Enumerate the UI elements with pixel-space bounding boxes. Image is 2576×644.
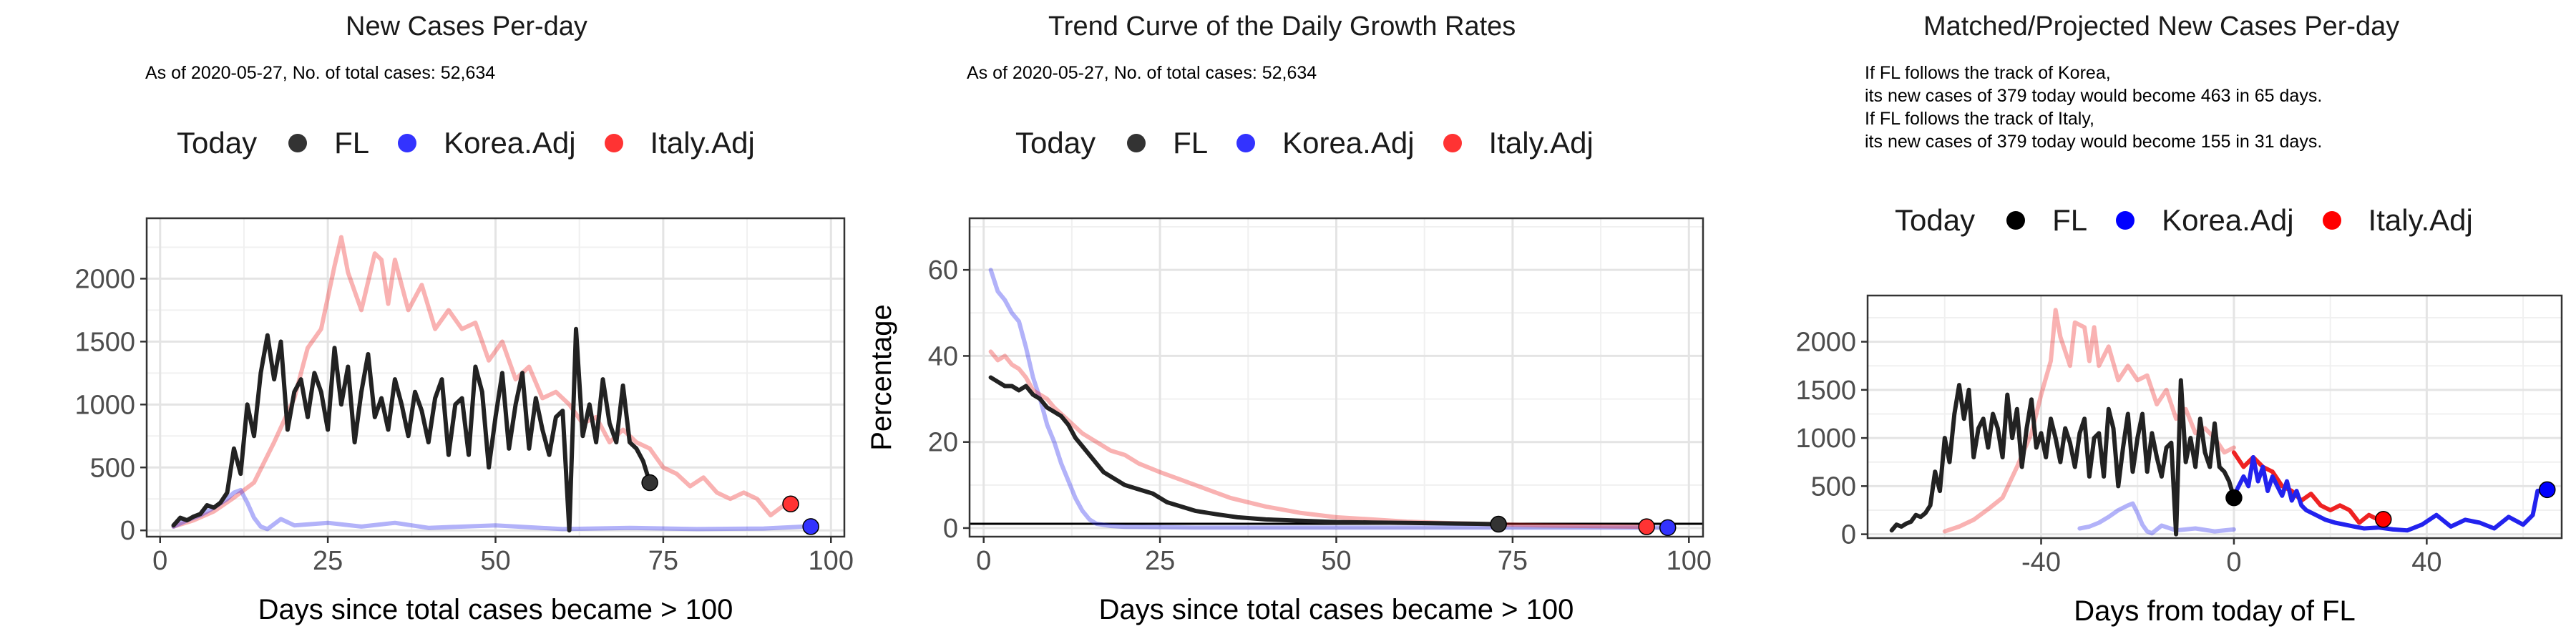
series-line-korea-adj (2231, 455, 2550, 533)
chart-title: Matched/Projected New Cases Per-day (1923, 11, 2400, 42)
y-tick-label: 20 (928, 428, 958, 458)
x-tick-label: 75 (1498, 546, 1528, 576)
legend-item-korea: Korea.Adj (1236, 126, 1415, 160)
panel-growth-rates: Trend Curve of the Daily Growth Rates As… (859, 0, 1717, 644)
legend-label-italy: Italy.Adj (2368, 203, 2473, 237)
x-tick-label: 50 (1321, 546, 1351, 576)
x-axis-label: Days from today of FL (2074, 595, 2355, 627)
chart-title: Trend Curve of the Daily Growth Rates (1048, 11, 1516, 42)
series-line-fl (171, 326, 653, 533)
x-tick-label: 0 (2226, 547, 2241, 577)
chart-title: New Cases Per-day (346, 11, 587, 42)
y-tick-label: 40 (928, 341, 958, 371)
y-tick-label: 1000 (1795, 424, 1856, 454)
x-tick-label: -40 (2021, 547, 2061, 577)
legend-label-fl: FL (334, 126, 370, 160)
x-tick-label: 100 (809, 546, 854, 576)
legend-label-korea: Korea.Adj (1282, 126, 1415, 160)
x-tick-label: 25 (1145, 546, 1175, 576)
legend-label-fl: FL (2052, 203, 2088, 237)
chart-plot: -40 0 40 0 500 1000 1500 2000 Days from today of… (1795, 294, 2563, 627)
legend-label-korea: Korea.Adj (444, 126, 576, 160)
legend-item-italy: Italy.Adj (1443, 126, 1594, 160)
y-tick-label: 0 (120, 516, 135, 546)
x-tick-label: 50 (480, 546, 510, 576)
today-point-italy-adj (2375, 511, 2392, 528)
legend: Today FL Korea.Adj Italy.Adj (1895, 203, 2502, 238)
series-line-korea-adj (988, 268, 1670, 530)
x-tick-label: 40 (2411, 547, 2441, 577)
legend-label-fl: FL (1173, 126, 1209, 160)
y-tick-label: 2000 (74, 264, 135, 294)
x-tick-label: 100 (1667, 546, 1712, 576)
series-line-italy-adj (2231, 450, 2386, 525)
chart-subtitle: As of 2020-05-27, No. of total cases: 52… (967, 63, 1317, 83)
legend-dot-korea (1236, 134, 1256, 152)
y-tick-label: 500 (1811, 472, 1856, 502)
legend-dot-italy (2322, 211, 2341, 230)
y-tick-label: 0 (1841, 520, 1856, 550)
projection-line-3: If FL follows the track of Italy, (1865, 109, 2094, 129)
x-tick-label: 0 (976, 546, 991, 576)
x-tick-label: 25 (313, 546, 343, 576)
x-axis-label: Days since total cases became > 100 (258, 594, 733, 625)
y-tick-label: 0 (943, 514, 958, 544)
today-point-fl (2225, 489, 2243, 507)
legend-item-fl: FL (1127, 126, 1208, 160)
today-point-italy-adj (1638, 518, 1655, 535)
legend-label-italy: Italy.Adj (1488, 126, 1594, 160)
legend-item-korea: Korea.Adj (398, 126, 576, 160)
x-tick-label: 75 (648, 546, 678, 576)
legend-item-fl: FL (288, 126, 369, 160)
legend-dot-fl (1127, 134, 1146, 152)
y-tick-label: 1500 (74, 327, 135, 357)
legend-dot-fl (2006, 211, 2026, 230)
chart-subtitle: As of 2020-05-27, No. of total cases: 52… (145, 63, 496, 83)
x-tick-label: 0 (152, 546, 167, 576)
panel-new-cases: New Cases Per-day As of 2020-05-27, No. … (0, 0, 859, 644)
y-tick-label: 1500 (1795, 376, 1856, 406)
y-tick-label: 1000 (74, 390, 135, 420)
today-point-korea-adj (1659, 519, 1677, 537)
legend-item-korea: Korea.Adj (2116, 203, 2294, 238)
y-axis-label: Percentage (866, 304, 897, 451)
legend-item-italy: Italy.Adj (2322, 203, 2473, 238)
projection-line-4: its new cases of 379 today would become … (1865, 132, 2323, 152)
x-axis-label: Days since total cases became > 100 (1099, 594, 1574, 625)
y-tick-label: 60 (928, 255, 958, 286)
chart-plot: 0 25 50 75 100 0 20 40 60 Days since total cases … (866, 217, 1712, 625)
legend-dot-fl (288, 134, 308, 152)
series-line-korea-adj (2077, 501, 2236, 536)
plot-border (1866, 294, 2563, 540)
today-point-fl (1490, 515, 1507, 533)
series-line-fl (1889, 378, 2236, 537)
projection-line-1: If FL follows the track of Korea, (1865, 63, 2111, 83)
projection-line-2: its new cases of 379 today would become … (1865, 86, 2323, 106)
series-line-italy-adj (171, 235, 786, 529)
legend: Today FL Korea.Adj Italy.Adj (1015, 126, 1622, 160)
y-tick-label: 2000 (1795, 328, 1856, 358)
today-point-fl (641, 474, 658, 492)
legend-dot-korea (2116, 211, 2135, 230)
today-point-korea-adj (2539, 481, 2556, 499)
legend-label-italy: Italy.Adj (650, 126, 755, 160)
legend-dot-italy (604, 134, 623, 152)
legend-dot-korea (398, 134, 417, 152)
today-point-italy-adj (782, 495, 799, 513)
panel-projected-cases: Matched/Projected New Cases Per-day If F… (1717, 0, 2576, 644)
today-point-korea-adj (802, 518, 819, 535)
legend-item-fl: FL (2006, 203, 2087, 238)
legend-item-italy: Italy.Adj (604, 126, 755, 160)
y-tick-label: 500 (90, 453, 135, 483)
legend-title: Today (177, 126, 258, 160)
legend-label-korea: Korea.Adj (2162, 203, 2294, 237)
legend: Today FL Korea.Adj Italy.Adj (177, 126, 784, 160)
legend-dot-italy (1443, 134, 1462, 152)
legend-title: Today (1015, 126, 1096, 160)
series-line-fl (988, 375, 1501, 527)
legend-title: Today (1895, 203, 1976, 237)
